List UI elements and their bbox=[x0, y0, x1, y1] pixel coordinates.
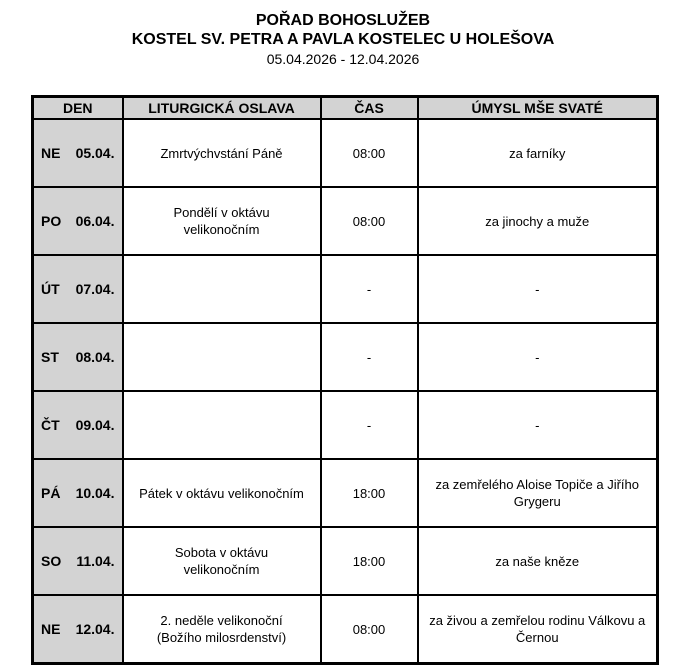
time-cell: - bbox=[319, 322, 419, 392]
day-date: 07.04. bbox=[75, 281, 115, 297]
day-abbr: PÁ bbox=[41, 485, 61, 501]
day-cell: ST 08.04. bbox=[31, 322, 124, 392]
day-date: 12.04. bbox=[75, 621, 115, 637]
intention-cell: za jinochy a muže bbox=[416, 186, 659, 256]
celebration-cell bbox=[121, 390, 322, 460]
table-row: NE 05.04. Zmrtvýchvstání Páně 08:00 za f… bbox=[31, 118, 659, 188]
day-date: 09.04. bbox=[75, 417, 115, 433]
celebration-cell: Zmrtvýchvstání Páně bbox=[121, 118, 322, 188]
day-abbr: PO bbox=[41, 213, 62, 229]
column-header-cas: ČAS bbox=[319, 95, 419, 120]
day-abbr: ÚT bbox=[41, 281, 60, 297]
day-cell: ÚT 07.04. bbox=[31, 254, 124, 324]
table-row: PÁ 10.04. Pátek v oktávu velikonočním 18… bbox=[31, 458, 659, 528]
time-cell: 18:00 bbox=[319, 526, 419, 596]
celebration-cell bbox=[121, 322, 322, 392]
intention-cell: za naše kněze bbox=[416, 526, 659, 596]
intention-cell: za živou a zemřelou rodinu Válkovu a Čer… bbox=[416, 594, 659, 665]
title-block: POŘAD BOHOSLUŽEB KOSTEL SV. PETRA A PAVL… bbox=[0, 0, 686, 69]
day-date: 05.04. bbox=[75, 145, 115, 161]
day-cell: PO 06.04. bbox=[31, 186, 124, 256]
table-row: ČT 09.04. - - bbox=[31, 390, 659, 460]
time-cell: - bbox=[319, 254, 419, 324]
column-header-umysl: ÚMYSL MŠE SVATÉ bbox=[416, 95, 659, 120]
page-title: POŘAD BOHOSLUŽEB bbox=[255, 12, 431, 29]
table-row: SO 11.04. Sobota v oktávu velikonočním 1… bbox=[31, 526, 659, 596]
day-abbr: SO bbox=[41, 553, 62, 569]
day-date: 06.04. bbox=[75, 213, 115, 229]
celebration-cell: Pátek v oktávu velikonočním bbox=[121, 458, 322, 528]
intention-cell: za zemřelého Aloise Topiče a Jiřího Gryg… bbox=[416, 458, 659, 528]
day-abbr: ČT bbox=[41, 417, 60, 433]
intention-cell: - bbox=[416, 390, 659, 460]
time-cell: 08:00 bbox=[319, 594, 419, 665]
intention-cell: - bbox=[416, 254, 659, 324]
column-header-den: DEN bbox=[31, 95, 124, 120]
table-row: PO 06.04. Pondělí v oktávu velikonočním … bbox=[31, 186, 659, 256]
day-abbr: NE bbox=[41, 621, 61, 637]
day-abbr: ST bbox=[41, 349, 59, 365]
celebration-cell bbox=[121, 254, 322, 324]
day-cell: NE 05.04. bbox=[31, 118, 124, 188]
time-cell: 08:00 bbox=[319, 186, 419, 256]
celebration-cell: Sobota v oktávu velikonočním bbox=[121, 526, 322, 596]
column-header-liturgicka-oslava: LITURGICKÁ OSLAVA bbox=[121, 95, 322, 120]
intention-cell: - bbox=[416, 322, 659, 392]
day-abbr: NE bbox=[41, 145, 61, 161]
date-range: 05.04.2026 - 12.04.2026 bbox=[266, 51, 420, 67]
day-date: 10.04. bbox=[75, 485, 115, 501]
day-cell: ČT 09.04. bbox=[31, 390, 124, 460]
day-cell: PÁ 10.04. bbox=[31, 458, 124, 528]
time-cell: 08:00 bbox=[319, 118, 419, 188]
intention-cell: za farníky bbox=[416, 118, 659, 188]
time-cell: 18:00 bbox=[319, 458, 419, 528]
day-cell: NE 12.04. bbox=[31, 594, 124, 665]
table-header-row: DEN LITURGICKÁ OSLAVA ČAS ÚMYSL MŠE SVAT… bbox=[31, 95, 659, 120]
day-cell: SO 11.04. bbox=[31, 526, 124, 596]
table-row: NE 12.04. 2. neděle velikonoční (Božího … bbox=[31, 594, 659, 665]
celebration-cell: 2. neděle velikonoční (Božího milosrdens… bbox=[121, 594, 322, 665]
table-row: ÚT 07.04. - - bbox=[31, 254, 659, 324]
day-date: 08.04. bbox=[75, 349, 115, 365]
church-name: KOSTEL SV. PETRA A PAVLA KOSTELEC U HOLE… bbox=[131, 31, 555, 48]
schedule-table: DEN LITURGICKÁ OSLAVA ČAS ÚMYSL MŠE SVAT… bbox=[31, 95, 659, 665]
day-date: 11.04. bbox=[76, 553, 115, 569]
time-cell: - bbox=[319, 390, 419, 460]
table-row: ST 08.04. - - bbox=[31, 322, 659, 392]
celebration-cell: Pondělí v oktávu velikonočním bbox=[121, 186, 322, 256]
